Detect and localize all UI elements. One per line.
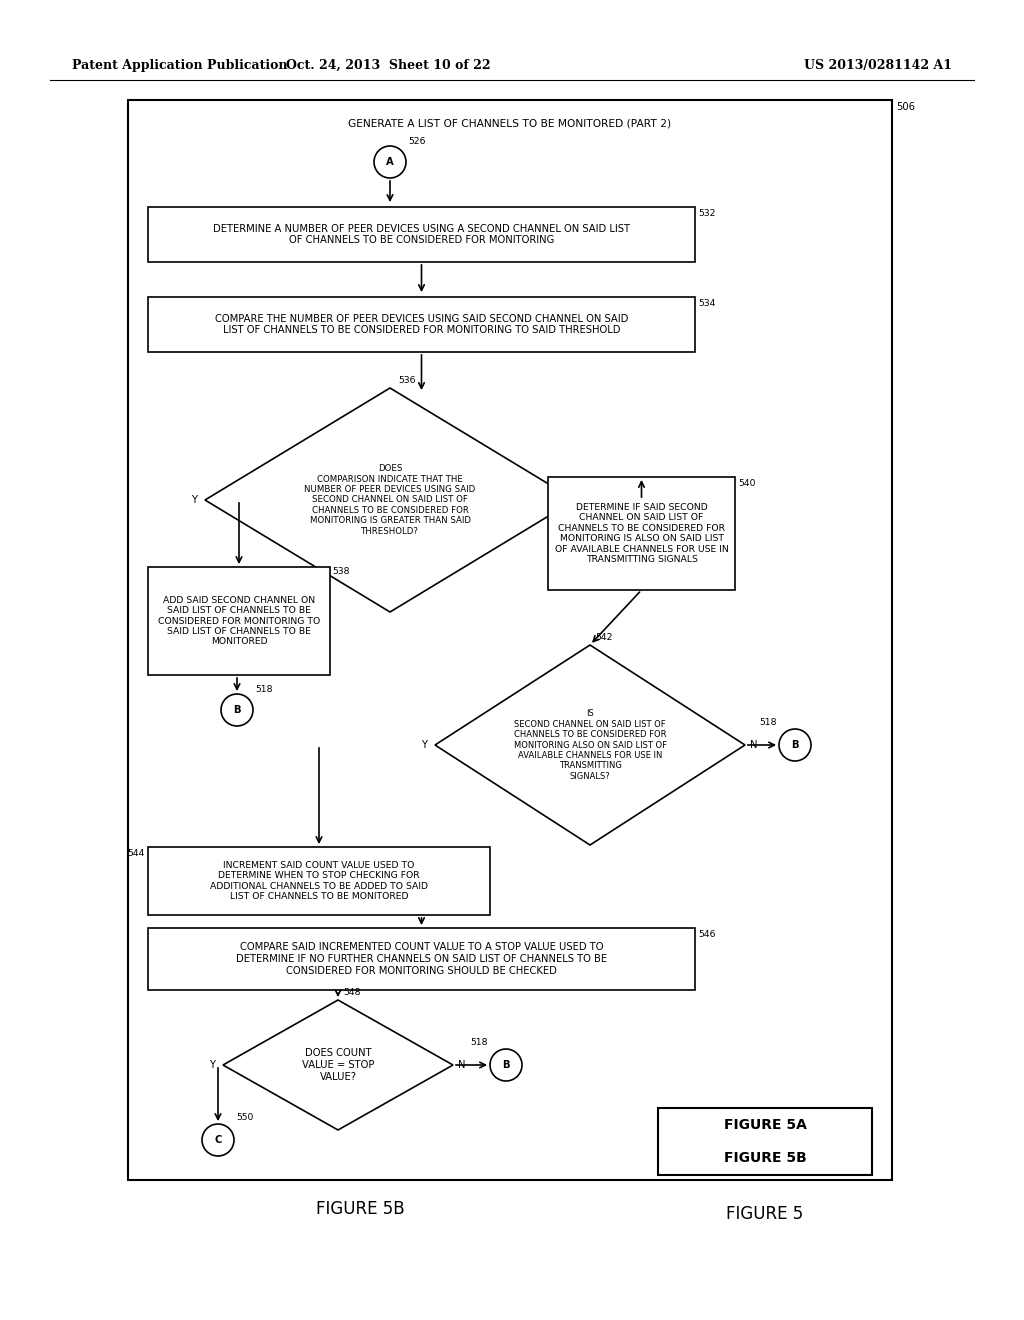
- Polygon shape: [223, 1001, 453, 1130]
- Text: N: N: [580, 495, 588, 506]
- Text: DETERMINE IF SAID SECOND
CHANNEL ON SAID LIST OF
CHANNELS TO BE CONSIDERED FOR
M: DETERMINE IF SAID SECOND CHANNEL ON SAID…: [555, 503, 728, 564]
- Text: 518: 518: [470, 1038, 488, 1047]
- Bar: [548, 477, 735, 590]
- Text: 518: 518: [255, 685, 272, 694]
- Text: FIGURE 5: FIGURE 5: [726, 1205, 804, 1224]
- Text: COMPARE SAID INCREMENTED COUNT VALUE TO A STOP VALUE USED TO
DETERMINE IF NO FUR: COMPARE SAID INCREMENTED COUNT VALUE TO …: [236, 942, 607, 975]
- Circle shape: [374, 147, 406, 178]
- Text: DOES COUNT
VALUE = STOP
VALUE?: DOES COUNT VALUE = STOP VALUE?: [302, 1048, 374, 1081]
- Text: FIGURE 5B: FIGURE 5B: [315, 1200, 404, 1218]
- Text: GENERATE A LIST OF CHANNELS TO BE MONITORED (PART 2): GENERATE A LIST OF CHANNELS TO BE MONITO…: [348, 117, 672, 128]
- Bar: [148, 568, 330, 675]
- Text: N: N: [750, 741, 758, 750]
- Text: 548: 548: [343, 987, 360, 997]
- Text: DETERMINE A NUMBER OF PEER DEVICES USING A SECOND CHANNEL ON SAID LIST
OF CHANNE: DETERMINE A NUMBER OF PEER DEVICES USING…: [213, 223, 630, 246]
- Circle shape: [202, 1125, 234, 1156]
- Text: 538: 538: [332, 568, 349, 576]
- Bar: [148, 928, 695, 990]
- Bar: [148, 207, 695, 261]
- Text: 544: 544: [128, 849, 145, 858]
- Text: Y: Y: [209, 1060, 215, 1071]
- Circle shape: [779, 729, 811, 762]
- Text: 540: 540: [738, 479, 756, 488]
- Text: FIGURE 5B: FIGURE 5B: [724, 1151, 806, 1166]
- Text: C: C: [214, 1135, 221, 1144]
- Text: INCREMENT SAID COUNT VALUE USED TO
DETERMINE WHEN TO STOP CHECKING FOR
ADDITIONA: INCREMENT SAID COUNT VALUE USED TO DETER…: [210, 861, 428, 902]
- Text: A: A: [386, 157, 394, 168]
- Text: FIGURE 5A: FIGURE 5A: [724, 1118, 807, 1131]
- Text: COMPARE THE NUMBER OF PEER DEVICES USING SAID SECOND CHANNEL ON SAID
LIST OF CHA: COMPARE THE NUMBER OF PEER DEVICES USING…: [215, 314, 628, 335]
- Bar: [128, 100, 892, 1180]
- Text: 550: 550: [236, 1113, 253, 1122]
- Bar: [148, 297, 695, 352]
- Text: Oct. 24, 2013  Sheet 10 of 22: Oct. 24, 2013 Sheet 10 of 22: [286, 58, 490, 71]
- Text: Patent Application Publication: Patent Application Publication: [72, 58, 288, 71]
- Text: US 2013/0281142 A1: US 2013/0281142 A1: [804, 58, 952, 71]
- Text: 526: 526: [408, 137, 426, 147]
- Text: N: N: [458, 1060, 466, 1071]
- Text: 536: 536: [398, 376, 416, 385]
- Polygon shape: [435, 645, 745, 845]
- Text: B: B: [792, 741, 799, 750]
- Circle shape: [490, 1049, 522, 1081]
- Text: Y: Y: [191, 495, 197, 506]
- Text: IS
SECOND CHANNEL ON SAID LIST OF
CHANNELS TO BE CONSIDERED FOR
MONITORING ALSO : IS SECOND CHANNEL ON SAID LIST OF CHANNE…: [513, 709, 667, 780]
- Polygon shape: [205, 388, 575, 612]
- Text: Y: Y: [421, 741, 427, 750]
- Text: 518: 518: [760, 718, 777, 727]
- Text: B: B: [233, 705, 241, 715]
- Text: 546: 546: [698, 931, 716, 939]
- Bar: [658, 1107, 872, 1175]
- Text: DOES
COMPARISON INDICATE THAT THE
NUMBER OF PEER DEVICES USING SAID
SECOND CHANN: DOES COMPARISON INDICATE THAT THE NUMBER…: [304, 465, 475, 536]
- Text: B: B: [502, 1060, 510, 1071]
- Text: ADD SAID SECOND CHANNEL ON
SAID LIST OF CHANNELS TO BE
CONSIDERED FOR MONITORING: ADD SAID SECOND CHANNEL ON SAID LIST OF …: [158, 595, 321, 647]
- Circle shape: [221, 694, 253, 726]
- Text: 534: 534: [698, 300, 716, 308]
- Text: 506: 506: [896, 102, 915, 112]
- Text: 542: 542: [595, 634, 612, 642]
- Text: 532: 532: [698, 209, 716, 218]
- Bar: [148, 847, 490, 915]
